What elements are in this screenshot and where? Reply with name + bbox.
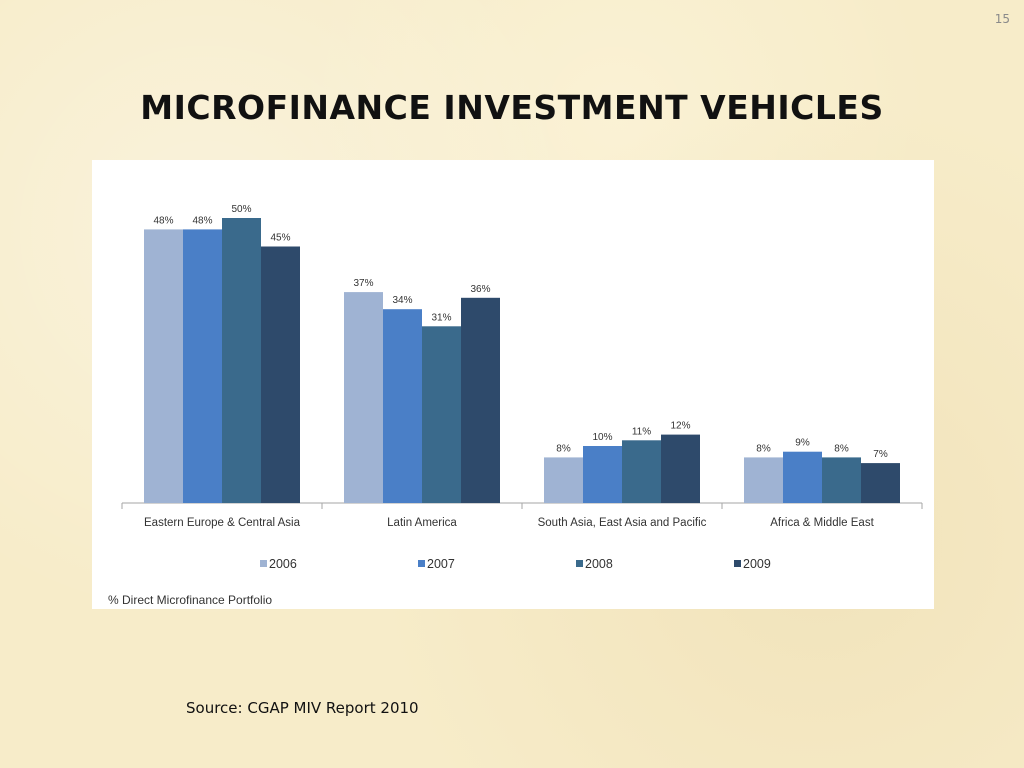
bar-2009 [261, 246, 300, 503]
bar-2007 [583, 446, 622, 503]
bar-2008 [422, 326, 461, 503]
category-label: Latin America [387, 517, 457, 529]
legend-swatch-2006 [260, 560, 267, 567]
data-label: 37% [353, 278, 373, 289]
slide-number: 15 [994, 12, 1010, 26]
legend-label-2007: 2007 [427, 557, 455, 571]
data-label: 45% [270, 233, 290, 244]
bar-2007 [183, 229, 222, 503]
data-label: 34% [392, 295, 412, 306]
slide-title: MICROFINANCE INVESTMENT VEHICLES [140, 88, 884, 127]
bar-2009 [461, 297, 500, 503]
bar-2008 [222, 218, 261, 503]
source-note: Source: CGAP MIV Report 2010 [186, 699, 419, 717]
legend-label-2008: 2008 [585, 557, 613, 571]
bar-2007 [783, 451, 822, 503]
data-label: 8% [556, 443, 571, 454]
bar-2006 [744, 457, 783, 503]
bar-2007 [383, 309, 422, 503]
legend-label-2009: 2009 [743, 557, 771, 571]
data-label: 8% [834, 443, 849, 454]
data-label: 8% [756, 443, 771, 454]
data-label: 48% [153, 215, 173, 226]
category-label: Africa & Middle East [770, 517, 874, 529]
data-label: 36% [470, 284, 490, 295]
bar-2006 [544, 457, 583, 503]
legend-swatch-2007 [418, 560, 425, 567]
chart-panel: 48% 48% 50% 45% Eastern Europe & Central Asi… [92, 160, 934, 609]
data-label: 50% [231, 204, 251, 215]
legend-label-2006: 2006 [269, 557, 297, 571]
category-label: South Asia, East Asia and Pacific [538, 517, 707, 529]
data-label: 10% [592, 432, 612, 443]
data-label: 48% [192, 215, 212, 226]
bar-2008 [822, 457, 861, 503]
category-label: Eastern Europe & Central Asia [144, 517, 301, 529]
bar-2008 [622, 440, 661, 503]
bar-2006 [344, 292, 383, 503]
data-label: 7% [873, 449, 888, 460]
bar-2009 [861, 463, 900, 503]
data-label: 11% [632, 426, 651, 437]
bar-chart: 48% 48% 50% 45% Eastern Europe & Central Asi… [108, 204, 923, 607]
data-label: 9% [795, 438, 810, 449]
data-label: 12% [670, 421, 690, 432]
bar-2009 [661, 434, 700, 503]
legend-swatch-2008 [576, 560, 583, 567]
bar-2006 [144, 229, 183, 503]
legend-swatch-2009 [734, 560, 741, 567]
chart-footnote: % Direct Microfinance Portfolio [108, 593, 272, 607]
data-label: 31% [431, 312, 451, 323]
